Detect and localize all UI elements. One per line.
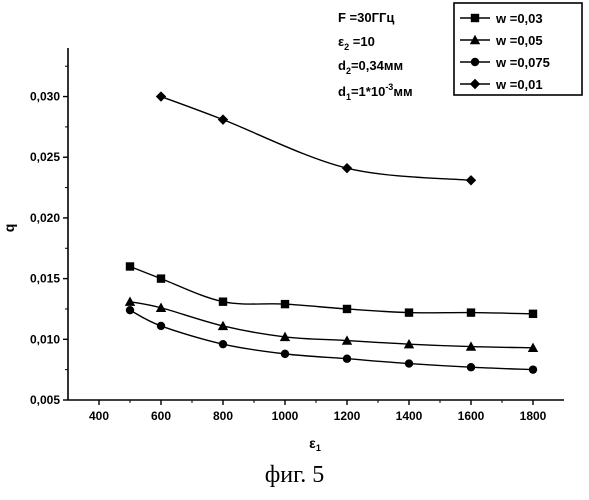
data-point-circle [219,340,227,348]
data-point-square [529,310,537,318]
data-point-square [281,300,289,308]
y-tick-label: 0,010 [30,332,60,346]
data-point-diamond [156,91,166,101]
parameter-d2: d2=0,34мм [338,58,403,76]
data-point-square [343,305,351,313]
chart: 400 600 800 1000 1200 1400 1600 1800 0,005 0,010 0… [0,0,589,460]
data-point-square [405,308,413,316]
data-point-square [126,262,134,270]
data-point-circle [529,365,537,373]
data-point-triangle [125,296,135,305]
data-point-diamond [342,163,352,173]
figure-caption: фиг. 5 [0,462,589,489]
series-line-4 [161,97,471,181]
legend-marker-circle [471,58,479,66]
parameter-d1: d1=1*10-3мм [338,82,413,102]
data-point-circle [343,355,351,363]
parameters-block: F =30ГГц ε2 =10 d2=0,34мм d1=1*10-3мм [338,10,413,102]
x-tick-label: 1800 [520,409,547,423]
x-tick-label: 1400 [396,409,423,423]
x-tick-label: 800 [213,409,233,423]
y-axis-label: q [1,224,17,233]
series-markers [125,91,538,374]
parameter-epsilon2: ε2 =10 [338,34,375,52]
data-point-square [219,297,227,305]
data-point-circle [126,306,134,314]
data-point-diamond [218,114,228,124]
legend-marker-square [471,14,479,22]
y-tick-label: 0,005 [30,393,60,407]
legend-label: w =0,075 [495,55,550,70]
y-tick-label: 0,030 [30,90,60,104]
y-tick-label: 0,025 [30,150,60,164]
series-line-1 [130,266,533,313]
x-axis-label: ε1 [309,435,321,453]
data-point-square [467,308,475,316]
series-curves [130,97,533,370]
y-tick-label: 0,015 [30,272,60,286]
x-tick-label: 1600 [458,409,485,423]
parameter-frequency: F =30ГГц [338,10,394,25]
legend: w =0,03 w =0,05 w =0,075 w =0,01 [454,3,582,95]
data-point-circle [281,350,289,358]
data-point-circle [467,363,475,371]
data-point-diamond [466,175,476,185]
x-tick-label: 600 [151,409,171,423]
data-point-circle [405,359,413,367]
data-point-square [157,274,165,282]
data-point-circle [157,322,165,330]
legend-label: w =0,03 [495,11,543,26]
x-tick-label: 400 [89,409,109,423]
y-tick-label: 0,020 [30,211,60,225]
x-tick-label: 1200 [334,409,361,423]
x-tick-label: 1000 [272,409,299,423]
legend-label: w =0,05 [495,33,543,48]
legend-label: w =0,01 [495,77,543,92]
